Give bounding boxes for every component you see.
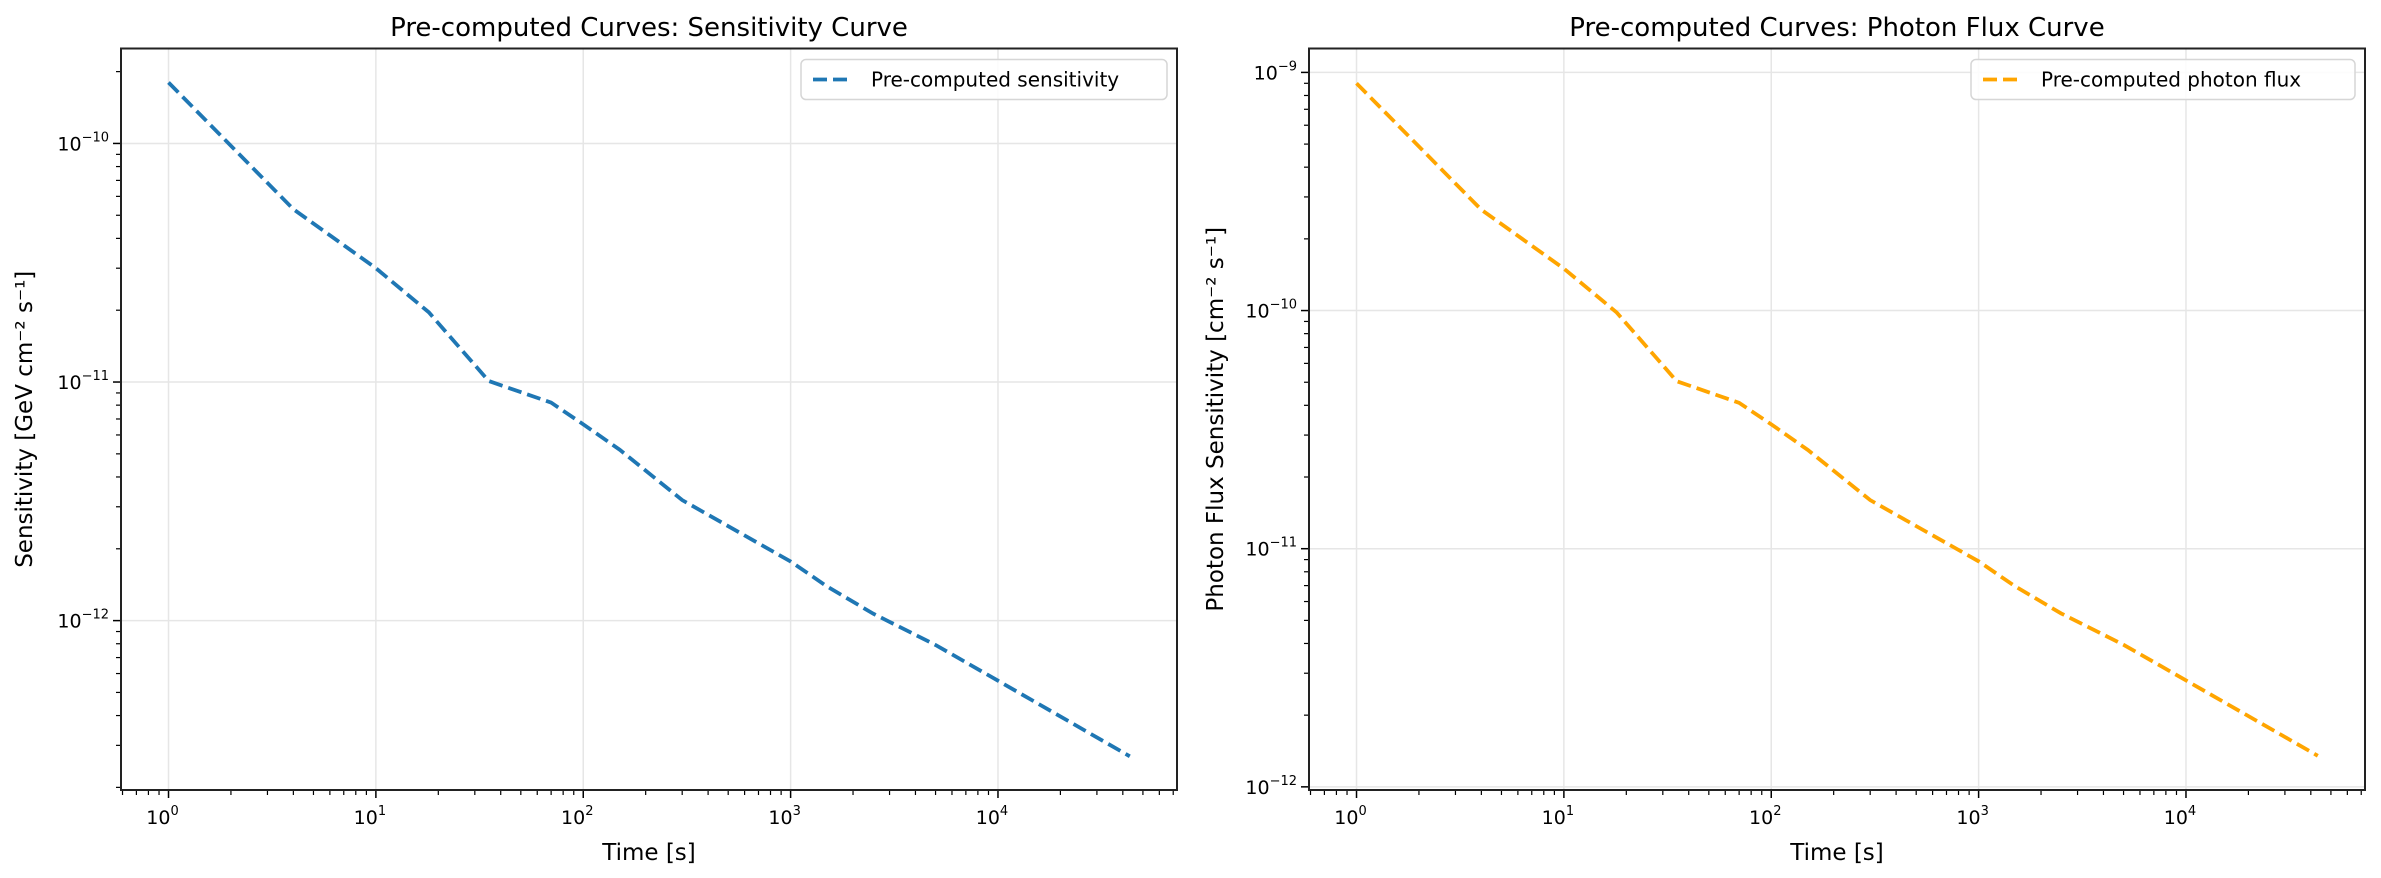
y-axis-label: Photon Flux Sensitivity [cm⁻² s⁻¹]: [1203, 227, 1229, 612]
x-tick-base: 10: [1542, 807, 1566, 829]
y-tick-base: 10: [1245, 301, 1269, 323]
axes-frame: [1308, 47, 2366, 791]
y-tick-exp: −10: [1270, 298, 1297, 313]
chart-1: 100 101 102 103 10410−1010−1110−12Pre-comput…: [12, 13, 1178, 866]
legend-box: [800, 58, 1168, 101]
x-tick-exp: 4: [2188, 804, 2196, 819]
x-tick-exp: 0: [170, 804, 178, 819]
x-tick-label: 102: [561, 804, 593, 829]
y-tick-label: 10−12: [57, 608, 109, 633]
y-tick-base: 10: [1245, 539, 1269, 561]
x-tick-label: 102: [1749, 804, 1781, 829]
legend: Pre-computed sensitivity: [800, 58, 1168, 101]
legend-box: [1970, 58, 2356, 101]
series-line: [167, 81, 1131, 758]
x-axis-label: Time [s]: [601, 840, 696, 866]
x-tick-exp: 4: [1000, 804, 1008, 819]
x-tick-base: 10: [354, 807, 378, 829]
y-tick-base: 10: [1245, 777, 1269, 799]
y-tick-base: 10: [57, 133, 81, 155]
y-tick-exp: −10: [82, 130, 109, 145]
x-tick-exp: 0: [1358, 804, 1366, 819]
x-tick-base: 10: [2164, 807, 2188, 829]
x-tick-label: 103: [768, 804, 800, 829]
x-tick-exp: 2: [1773, 804, 1781, 819]
y-axis-label: Sensitivity [GeV cm⁻² s⁻¹]: [12, 271, 38, 568]
y-tick-base: 10: [57, 611, 81, 633]
series-line: [1355, 81, 2319, 758]
chart-2: 100 101 102 103 10410−910−1010−1110−12Pre-co…: [1203, 13, 2366, 866]
x-tick-exp: 1: [1566, 804, 1574, 819]
x-tick-base: 10: [768, 807, 792, 829]
chart-title: Pre-computed Curves: Photon Flux Curve: [1569, 13, 2104, 43]
y-tick-exp: −12: [1270, 774, 1297, 789]
x-tick-base: 10: [146, 807, 170, 829]
x-tick-label: 104: [976, 804, 1008, 829]
x-tick-base: 10: [1956, 807, 1980, 829]
y-tick-exp: −12: [82, 608, 109, 623]
x-tick-label: 100: [146, 804, 178, 829]
y-tick-base: 10: [57, 372, 81, 394]
y-tick-label: 10−11: [57, 369, 109, 394]
y-tick-label: 10−11: [1245, 536, 1297, 561]
legend: Pre-computed photon flux: [1970, 58, 2356, 101]
x-tick-exp: 2: [585, 804, 593, 819]
x-tick-base: 10: [1749, 807, 1773, 829]
y-tick-exp: −11: [1270, 536, 1297, 551]
y-tick-base: 10: [1254, 62, 1278, 84]
x-tick-base: 10: [561, 807, 585, 829]
y-tick-exp: −9: [1278, 59, 1297, 74]
x-tick-base: 10: [1334, 807, 1358, 829]
y-tick-label: 10−10: [1245, 298, 1297, 323]
x-tick-label: 101: [354, 804, 386, 829]
x-tick-label: 101: [1542, 804, 1574, 829]
x-tick-label: 100: [1334, 804, 1366, 829]
x-tick-base: 10: [976, 807, 1000, 829]
x-tick-label: 103: [1956, 804, 1988, 829]
x-tick-label: 104: [2164, 804, 2196, 829]
axes-frame: [120, 47, 1178, 791]
y-tick-label: 10−9: [1254, 59, 1297, 84]
x-axis-label: Time [s]: [1789, 840, 1884, 866]
legend-label: Pre-computed sensitivity: [871, 68, 1119, 92]
y-tick-label: 10−10: [57, 130, 109, 155]
y-tick-exp: −11: [82, 369, 109, 384]
chart-title: Pre-computed Curves: Sensitivity Curve: [390, 13, 908, 43]
x-tick-exp: 1: [378, 804, 386, 819]
legend-label: Pre-computed photon flux: [2041, 68, 2301, 92]
x-tick-exp: 3: [793, 804, 801, 819]
y-tick-label: 10−12: [1245, 774, 1297, 799]
x-tick-exp: 3: [1981, 804, 1989, 819]
